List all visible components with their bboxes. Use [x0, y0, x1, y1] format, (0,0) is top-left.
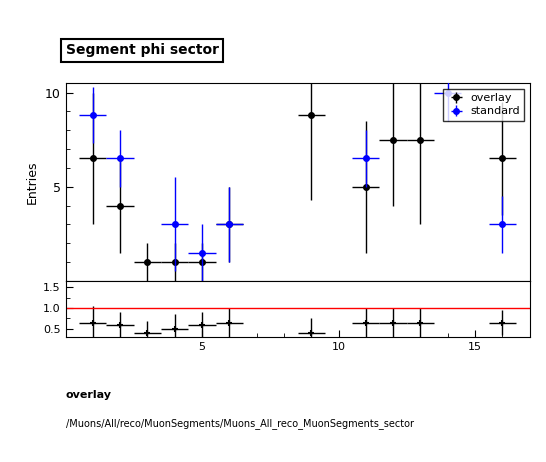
Legend: overlay, standard: overlay, standard [443, 89, 524, 121]
Y-axis label: Entries: Entries [26, 160, 39, 204]
Text: overlay: overlay [66, 390, 111, 401]
Text: Segment phi sector: Segment phi sector [66, 43, 218, 57]
Text: /Muons/All/reco/MuonSegments/Muons_All_reco_MuonSegments_sector: /Muons/All/reco/MuonSegments/Muons_All_r… [66, 418, 413, 429]
